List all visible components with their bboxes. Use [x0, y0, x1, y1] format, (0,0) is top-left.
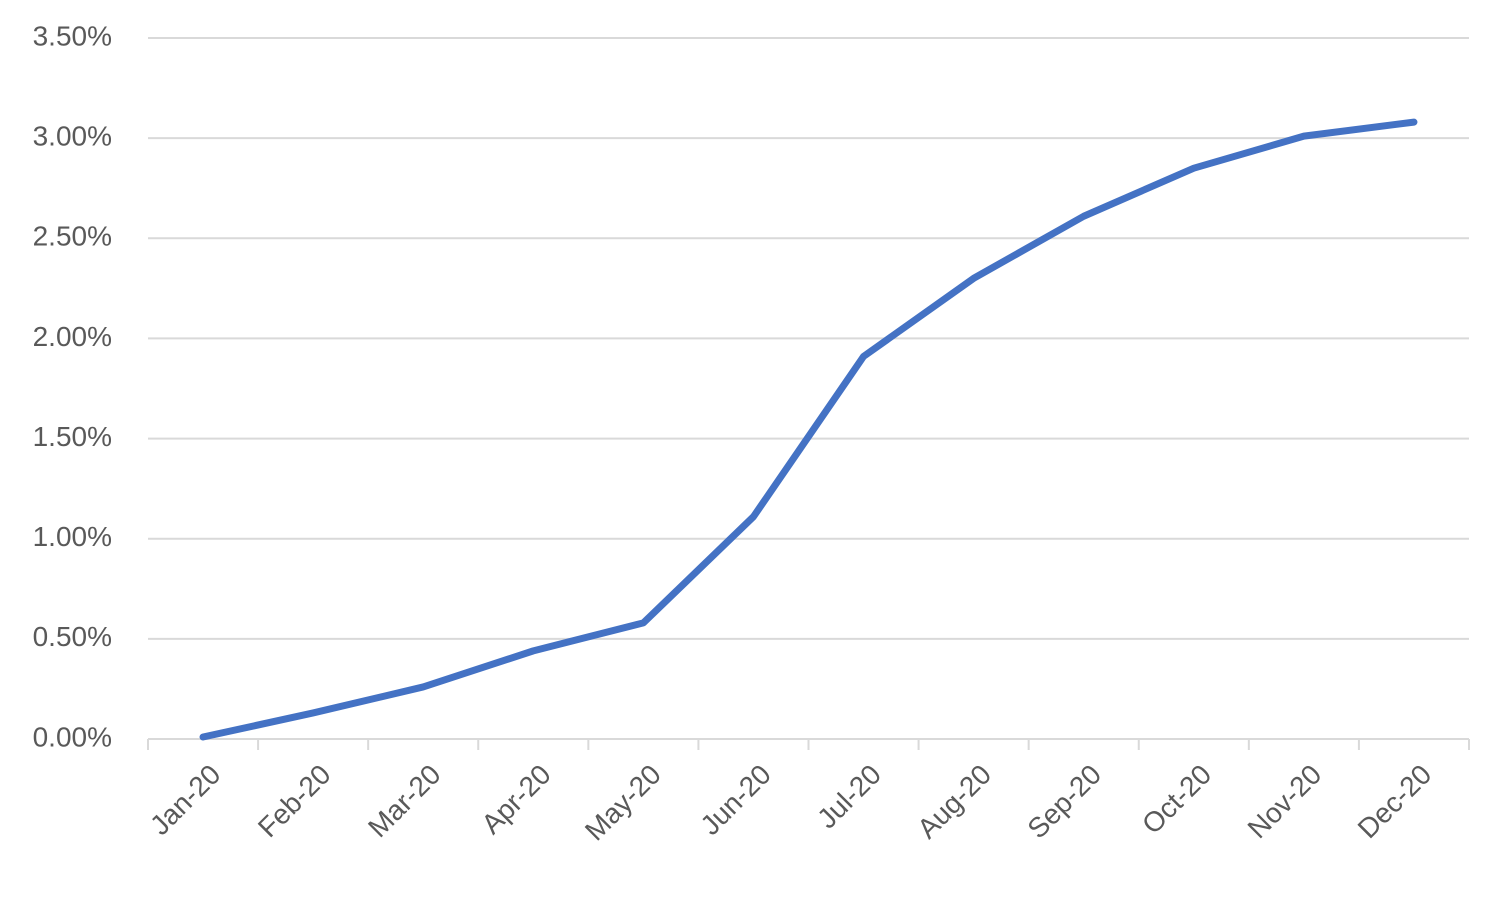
x-tick-label: Mar-20 [362, 759, 447, 844]
x-tick-label: Dec-20 [1352, 759, 1438, 845]
x-tick-label: Nov-20 [1242, 759, 1328, 845]
x-tick-label: Apr-20 [475, 759, 556, 840]
y-tick-label: 1.50% [33, 421, 112, 452]
x-tick-label: Aug-20 [911, 759, 997, 845]
x-tick-label: Sep-20 [1021, 759, 1107, 845]
x-tick-label: Feb-20 [252, 759, 337, 844]
y-tick-label: 2.50% [33, 221, 112, 252]
x-tick-label: Jul-20 [811, 759, 887, 835]
x-tick-label: May-20 [579, 759, 667, 847]
y-tick-label: 0.00% [33, 721, 112, 752]
x-tick-label: Jan-20 [144, 759, 226, 841]
y-tick-label: 2.00% [33, 321, 112, 352]
y-tick-label: 0.50% [33, 621, 112, 652]
x-tick-label: Oct-20 [1136, 759, 1217, 840]
line-series [199, 118, 1418, 741]
y-tick-label: 3.00% [33, 121, 112, 152]
y-tick-label: 3.50% [33, 20, 112, 51]
y-tick-label: 1.00% [33, 521, 112, 552]
x-tick-label: Jun-20 [694, 759, 776, 841]
